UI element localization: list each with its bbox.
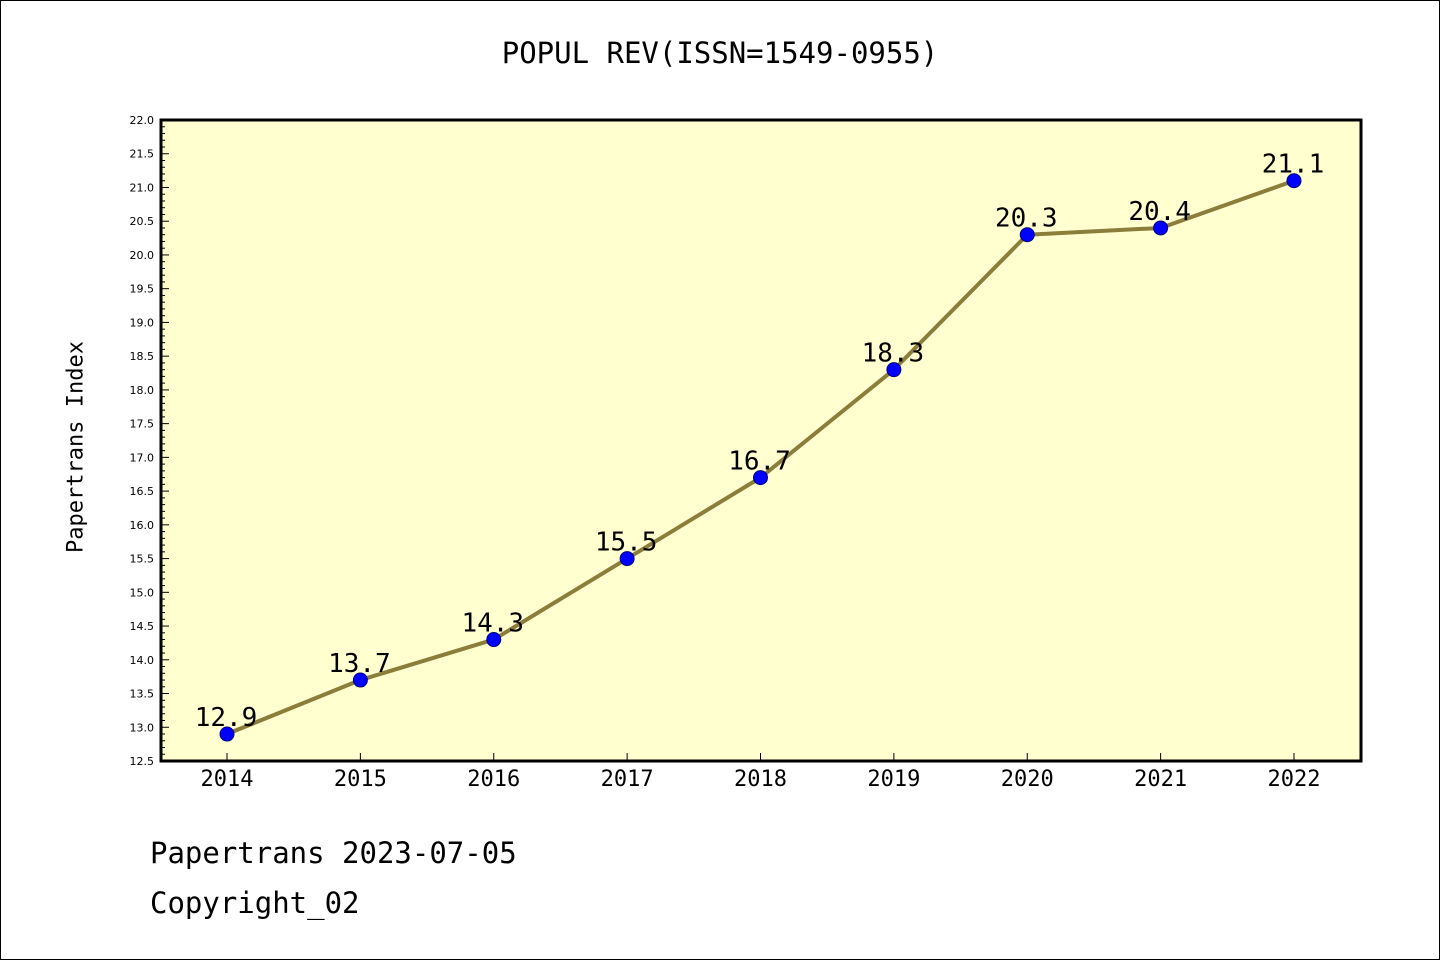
x-tick-label: 2014 (201, 767, 254, 792)
footer-copyright: Copyright_02 (150, 886, 360, 920)
y-tick-label: 22.0 (130, 114, 155, 127)
y-tick-label: 12.5 (130, 755, 155, 768)
y-tick-label: 14.5 (130, 620, 155, 633)
x-tick-label: 2021 (1134, 767, 1187, 792)
y-tick-label: 13.5 (130, 688, 155, 701)
x-tick-label: 2019 (867, 767, 920, 792)
footer-date: Papertrans 2023-07-05 (150, 836, 517, 870)
data-label: 18.3 (862, 339, 925, 369)
data-label: 14.3 (461, 609, 524, 639)
y-tick-label: 17.0 (130, 451, 155, 464)
y-tick-label: 15.0 (130, 586, 155, 599)
y-tick-label: 17.5 (130, 418, 155, 431)
data-label: 13.7 (328, 649, 391, 679)
x-tick-label: 2017 (601, 767, 654, 792)
data-point (1153, 220, 1169, 236)
x-tick-label: 2015 (334, 767, 387, 792)
data-label: 15.5 (595, 528, 658, 558)
x-tick-label: 2018 (734, 767, 787, 792)
x-tick-label: 2022 (1268, 767, 1321, 792)
y-tick-label: 20.5 (130, 215, 155, 228)
plot-frame (159, 118, 1363, 763)
data-point (219, 726, 235, 742)
data-point (1286, 173, 1302, 189)
y-tick-label: 14.0 (130, 654, 155, 667)
data-label: 12.9 (195, 703, 258, 733)
y-tick-label: 20.0 (130, 249, 155, 262)
y-tick-label: 15.5 (130, 553, 155, 566)
y-tick-label: 21.0 (130, 181, 155, 194)
y-tick-label: 19.5 (130, 283, 155, 296)
data-point (486, 632, 502, 648)
y-tick-label: 18.0 (130, 384, 155, 397)
y-tick-label: 13.0 (130, 721, 155, 734)
data-point (753, 470, 768, 486)
data-point (1019, 227, 1035, 243)
y-tick-label: 16.5 (130, 485, 155, 498)
data-label: 21.1 (1262, 150, 1325, 180)
chart-title: POPUL REV(ISSN=1549-0955) (501, 36, 939, 70)
data-point (886, 362, 902, 378)
x-tick-label: 2020 (1001, 767, 1054, 792)
y-tick-label: 19.0 (130, 316, 155, 329)
data-point (619, 551, 635, 567)
y-tick-label: 18.5 (130, 350, 155, 363)
data-point (352, 672, 368, 688)
x-tick-label: 2016 (467, 767, 520, 792)
data-label: 20.3 (995, 204, 1058, 234)
data-label: 20.4 (1128, 197, 1191, 227)
data-label: 16.7 (728, 447, 791, 477)
y-tick-label: 16.0 (130, 519, 155, 532)
y-tick-label: 21.5 (130, 148, 155, 161)
